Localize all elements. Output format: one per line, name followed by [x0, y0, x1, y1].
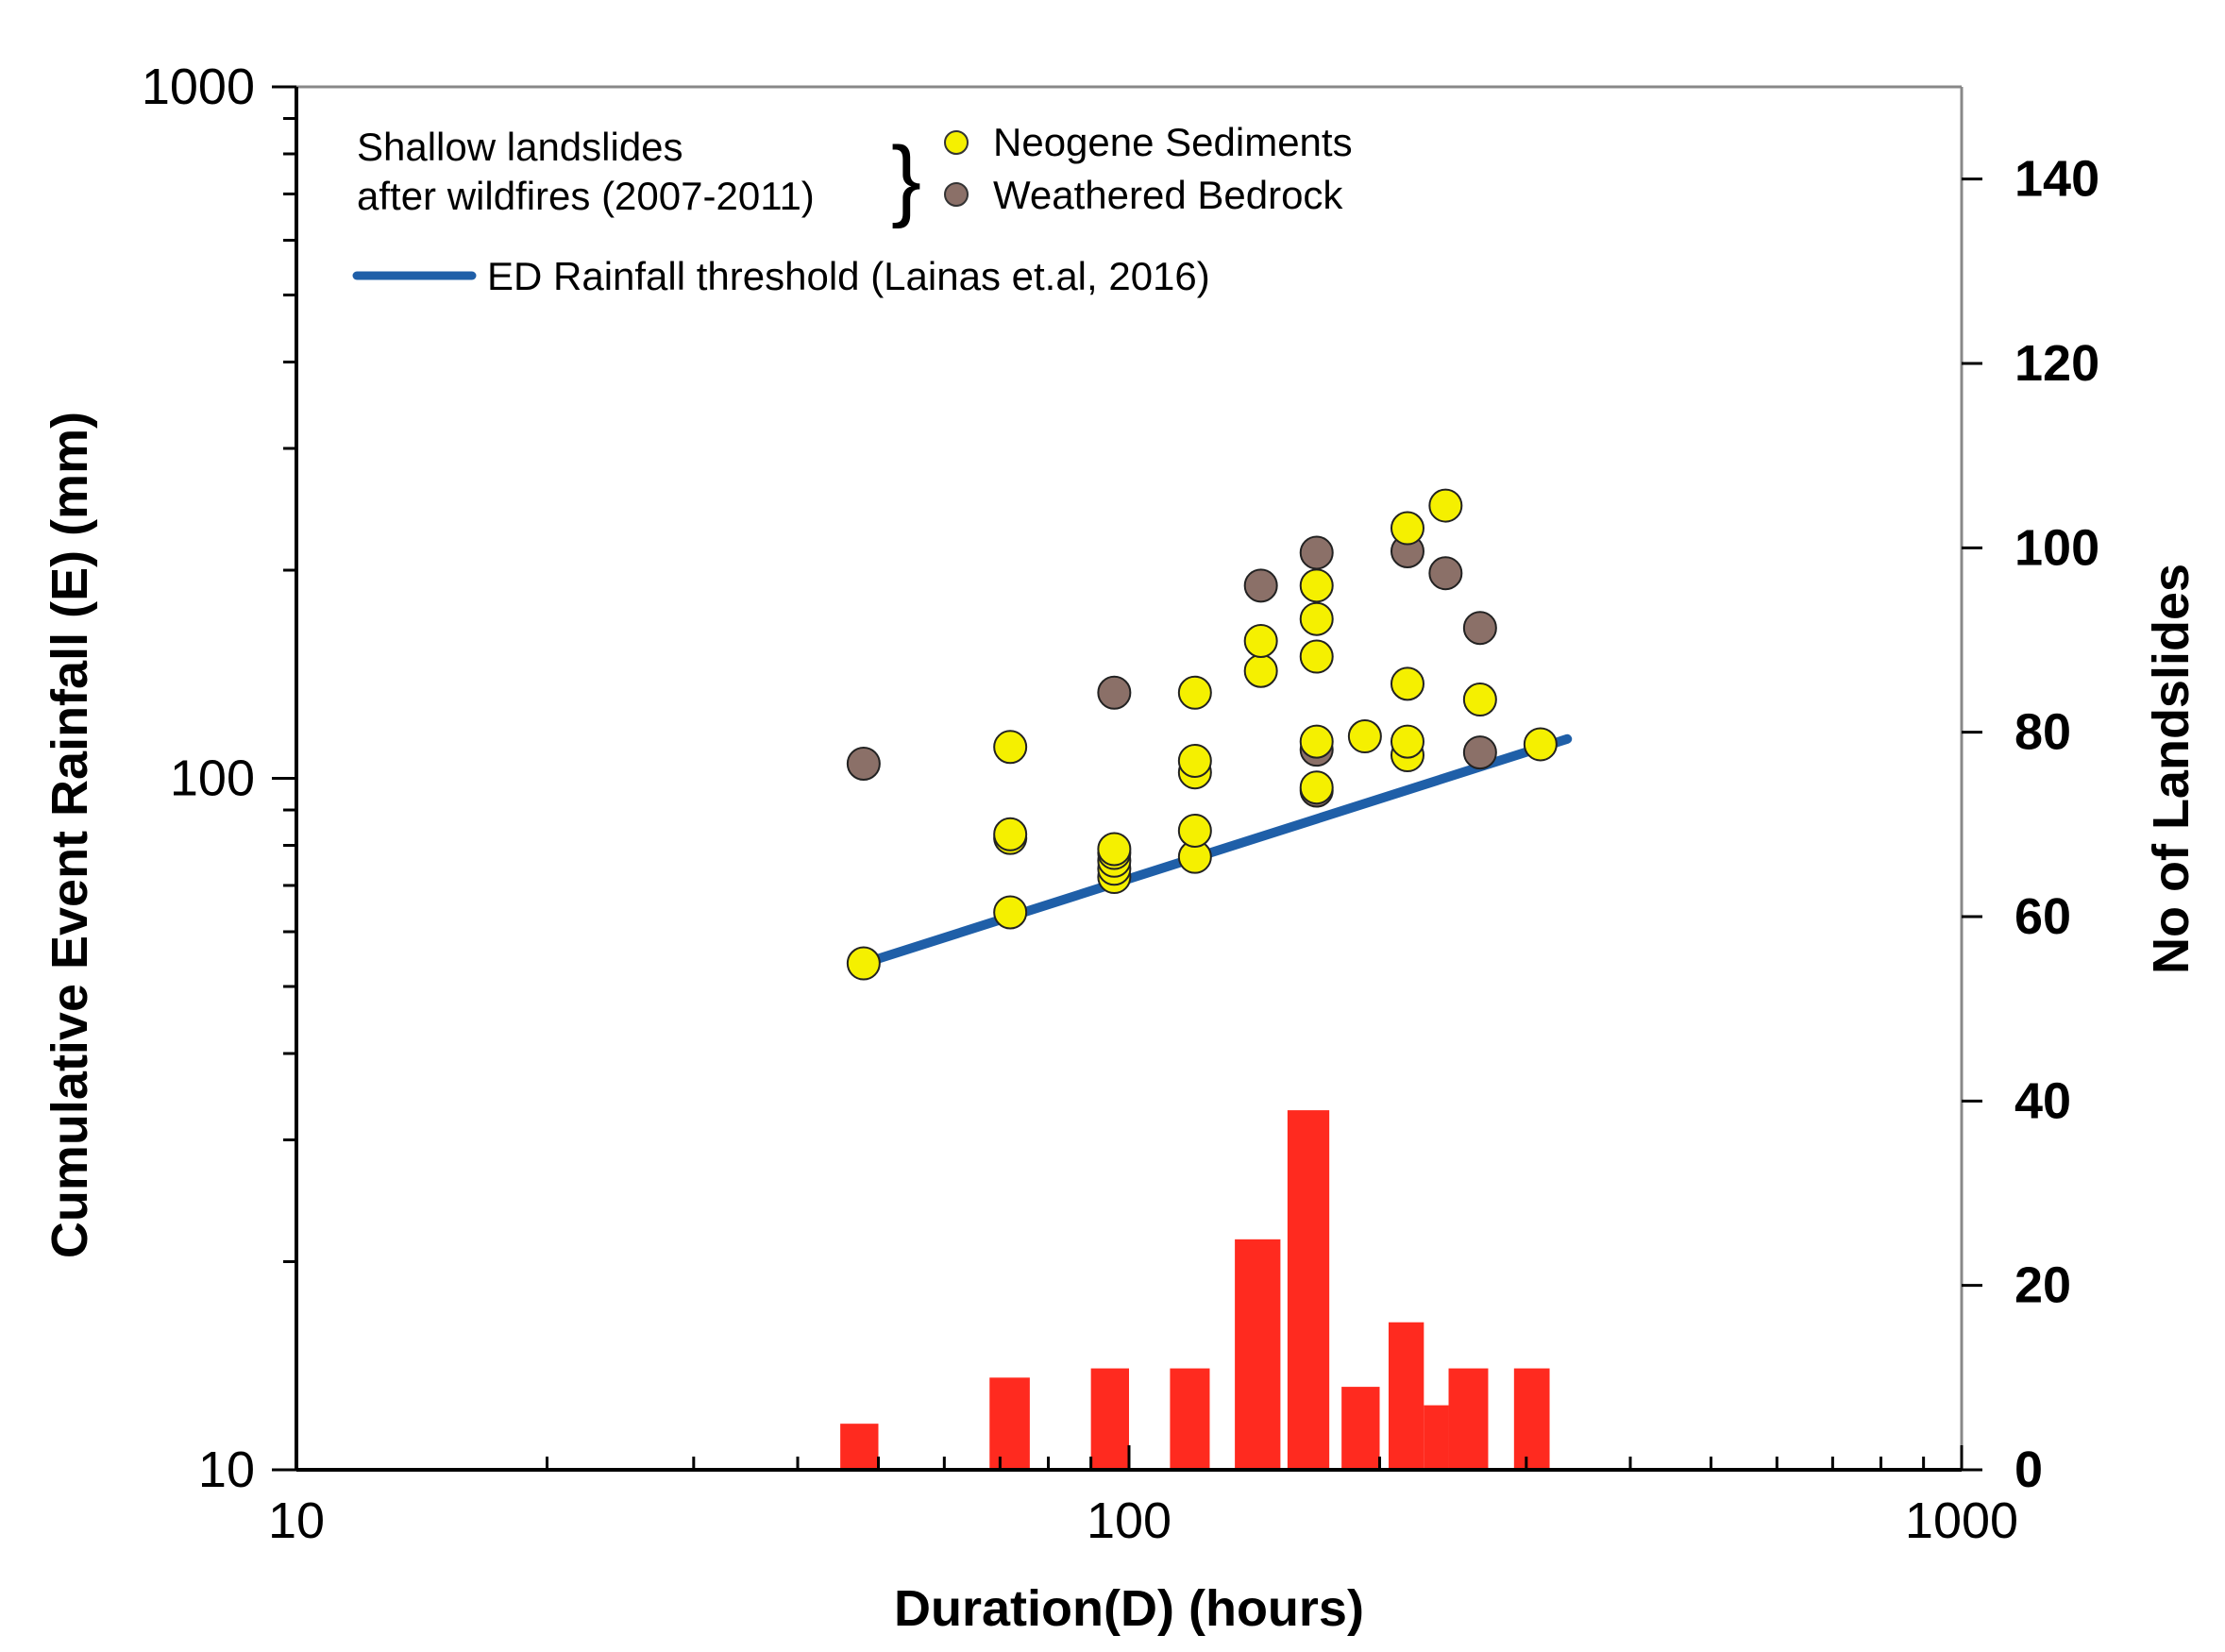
neogene-point	[993, 730, 1028, 765]
y2-tick-label: 80	[2014, 704, 2071, 761]
neogene-point	[1390, 724, 1424, 759]
legend-threshold-label: ED Rainfall threshold (Lainas et.al, 201…	[487, 254, 1210, 298]
histogram-bar	[1287, 1110, 1330, 1470]
legend-group-label-line2: after wildfires (2007-2011)	[357, 174, 815, 218]
histogram-bar	[1341, 1387, 1380, 1470]
histogram-bars	[840, 1110, 1550, 1470]
neogene-point	[1299, 639, 1334, 674]
bedrock-point	[1462, 611, 1497, 646]
legend-neogene-marker	[944, 130, 969, 155]
bedrock-point	[1097, 675, 1132, 710]
histogram-bar	[1448, 1368, 1489, 1470]
x-axis-title: Duration(D) (hours)	[894, 1580, 1364, 1637]
neogene-point	[1299, 724, 1334, 759]
neogene-point	[1462, 683, 1497, 717]
bedrock-point	[1299, 535, 1334, 570]
threshold-line	[858, 733, 1573, 969]
neogene-point	[1299, 770, 1334, 805]
y2-tick-label: 60	[2014, 888, 2071, 945]
histogram-bar	[1424, 1405, 1449, 1470]
neogene-point	[1299, 601, 1334, 636]
neogene-point	[1177, 743, 1212, 778]
legend-neogene-label: Neogene Sediments	[993, 120, 1353, 164]
neogene-point	[1243, 623, 1278, 658]
histogram-bar	[1388, 1322, 1424, 1470]
y-tick-label: 100	[170, 750, 255, 807]
neogene-point	[1428, 488, 1463, 523]
legend-bedrock-label: Weathered Bedrock	[993, 173, 1343, 217]
y2-tick-label: 40	[2014, 1072, 2071, 1129]
histogram-bar	[840, 1424, 879, 1470]
y2-axis-title: No of Landslides	[2143, 564, 2200, 974]
y2-tick-label: 140	[2014, 151, 2099, 208]
neogene-point	[1243, 653, 1278, 688]
neogene-point	[1347, 719, 1382, 754]
neogene-point	[993, 895, 1028, 930]
y-tick-label: 10	[198, 1441, 255, 1498]
histogram-bar	[1235, 1239, 1281, 1470]
x-tick-label: 10	[268, 1492, 325, 1549]
legend-brace: }	[891, 128, 921, 229]
x-tick-label: 100	[1087, 1492, 1171, 1549]
histogram-bar	[989, 1377, 1030, 1470]
histogram-bar	[1090, 1368, 1129, 1470]
y2-tick-label: 100	[2014, 519, 2099, 576]
neogene-point	[1390, 666, 1424, 701]
y2-tick-label: 20	[2014, 1257, 2071, 1314]
neogene-point	[1299, 568, 1334, 603]
neogene-point	[1523, 727, 1558, 762]
bedrock-point	[1428, 556, 1463, 591]
legend: Shallow landslides after wildfires (2007…	[352, 120, 1353, 298]
y-axis-title: Cumulative Event Rainfall (E) (mm)	[42, 412, 98, 1258]
x-tick-label: 1000	[1905, 1492, 2018, 1549]
legend-group-label-line1: Shallow landslides	[357, 125, 683, 169]
neogene-point	[993, 817, 1028, 851]
histogram-bar	[1513, 1368, 1550, 1470]
threshold-line-group	[858, 733, 1573, 969]
y2-tick-label: 120	[2014, 335, 2099, 392]
neogene-point	[1177, 675, 1212, 710]
neogene-point	[1097, 832, 1132, 867]
bedrock-point	[1243, 568, 1278, 603]
bedrock-point	[846, 746, 881, 781]
neogene-point	[846, 946, 881, 981]
bedrock-point	[1462, 735, 1497, 770]
scatter-points	[846, 488, 1558, 981]
legend-bedrock-marker	[944, 182, 969, 207]
y-tick-label: 1000	[142, 59, 255, 115]
y2-tick-label: 0	[2014, 1441, 2043, 1498]
neogene-point	[1177, 813, 1212, 848]
neogene-point	[1390, 511, 1424, 546]
histogram-bar	[1170, 1368, 1210, 1470]
